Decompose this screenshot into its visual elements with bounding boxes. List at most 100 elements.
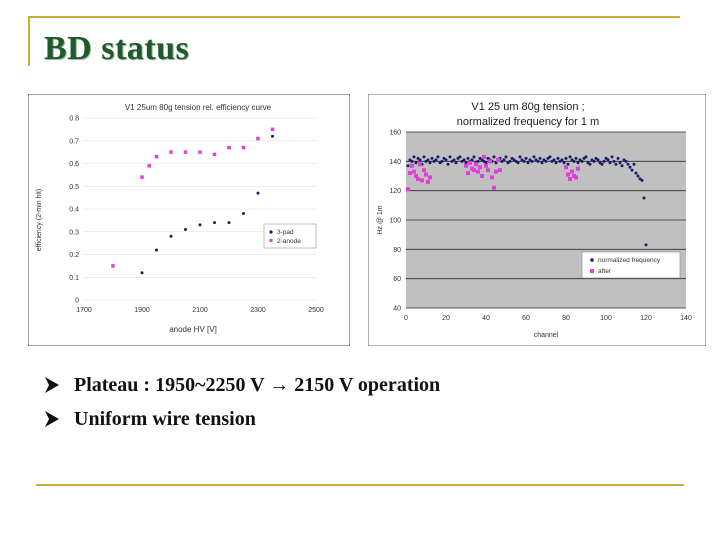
right-point-series2: [570, 169, 574, 174]
tension-chart-svg: V1 25 um 80g tension ; normalized freque…: [367, 93, 707, 347]
right-point-series2: [564, 165, 568, 170]
left-point-series2: [212, 152, 217, 157]
right-point-series1: [476, 159, 480, 163]
tension-y-ticks: 40 60 80 100 120 140 160: [389, 130, 401, 313]
arrow-bullet-icon: [45, 411, 59, 427]
left-y-tick-label: 0.1: [69, 275, 79, 282]
left-y-tick-label: 0.4: [69, 207, 79, 214]
right-point-series2: [422, 168, 426, 173]
bullet-item-plateau: Plateau : 1950~2250 V → 2150 V operation: [44, 368, 440, 402]
right-point-series1: [556, 156, 560, 160]
efficiency-curve-chart: V1 25um 80g tension rel. efficiency curv…: [27, 93, 351, 347]
left-y-tick-label: 0.6: [69, 161, 79, 168]
right-point-series1: [618, 161, 622, 165]
right-point-series2: [498, 168, 502, 173]
left-point-series2: [270, 127, 275, 132]
right-point-series1: [540, 161, 544, 165]
right-point-series1: [554, 161, 558, 165]
right-x-tick-label: 80: [562, 315, 570, 322]
right-x-tick-label: 20: [442, 315, 450, 322]
right-point-series1: [502, 158, 506, 162]
legend-marker-normalized: [590, 258, 594, 262]
right-point-series1: [446, 162, 450, 166]
right-point-series1: [436, 155, 440, 159]
right-point-series2: [416, 176, 420, 181]
efficiency-x-label: anode HV [V]: [169, 325, 217, 334]
right-point-series1: [562, 161, 566, 165]
efficiency-chart-frame: [27, 93, 351, 347]
right-point-series2: [576, 166, 580, 171]
right-point-series2: [464, 163, 468, 168]
right-point-series1: [574, 156, 578, 160]
top-rule: [28, 16, 680, 18]
right-point-series1: [624, 159, 628, 163]
left-y-tick-label: 0.8: [69, 116, 79, 123]
right-point-series1: [584, 155, 588, 159]
right-point-series2: [492, 185, 496, 190]
right-point-series1: [454, 161, 458, 165]
right-x-tick-label: 140: [680, 315, 692, 322]
left-y-tick-label: 0.3: [69, 229, 79, 236]
right-point-series2: [496, 157, 500, 162]
legend-label-2anode: 2-anode: [277, 238, 301, 245]
left-y-tick-label: 0.5: [69, 184, 79, 191]
tension-x-ticks: 0 20 40 60 80 100 120 140: [404, 315, 692, 322]
left-point-series1: [198, 223, 202, 227]
right-point-series1: [524, 156, 528, 160]
right-point-series1: [434, 158, 438, 162]
right-point-series1: [580, 159, 584, 163]
right-x-tick-label: 40: [482, 315, 490, 322]
tension-series: [406, 154, 648, 247]
left-point-series1: [169, 234, 173, 238]
left-point-series1: [271, 134, 274, 138]
left-point-series2: [241, 145, 246, 150]
right-point-series1: [560, 158, 564, 162]
right-point-series1: [464, 161, 468, 165]
right-point-series2: [486, 168, 490, 173]
right-point-series1: [608, 161, 612, 165]
left-point-series2: [154, 154, 159, 159]
right-point-series1: [602, 159, 606, 163]
right-y-tick-label: 40: [393, 306, 401, 313]
right-point-series2: [408, 171, 412, 176]
right-point-series2: [478, 165, 482, 170]
right-point-series1: [616, 156, 620, 160]
left-point-series2: [227, 145, 231, 150]
right-point-series1: [630, 168, 634, 172]
bottom-rule: [36, 484, 684, 486]
right-point-series1: [470, 158, 474, 162]
efficiency-series: [111, 127, 275, 275]
left-point-series1: [242, 212, 245, 216]
right-point-series1: [564, 156, 568, 160]
left-y-tick-label: 0.2: [69, 252, 79, 259]
efficiency-chart-title: V1 25um 80g tension rel. efficiency curv…: [125, 103, 272, 112]
right-point-series2: [406, 187, 410, 192]
right-point-series1: [522, 159, 526, 163]
bullet-item-tension: Uniform wire tension: [44, 402, 440, 436]
right-point-series1: [484, 161, 488, 165]
right-point-series1: [614, 162, 618, 166]
right-point-series1: [418, 158, 422, 162]
right-point-series1: [628, 165, 632, 169]
right-point-series1: [422, 155, 426, 159]
left-point-series2: [111, 264, 115, 268]
right-point-series1: [566, 162, 570, 166]
left-point-series1: [227, 221, 231, 225]
left-point-series1: [140, 271, 144, 275]
right-y-tick-label: 60: [393, 276, 401, 283]
right-point-series1: [428, 161, 432, 165]
bullet-list: Plateau : 1950~2250 V → 2150 V operation…: [44, 368, 440, 436]
right-point-series1: [600, 162, 604, 166]
right-point-series1: [406, 164, 410, 168]
right-point-series1: [626, 162, 630, 166]
legend-marker-after: [590, 269, 594, 273]
left-point-series2: [183, 150, 188, 154]
left-x-tick-label: 1900: [134, 307, 150, 314]
right-point-series1: [518, 155, 522, 159]
right-point-series1: [572, 159, 576, 163]
right-point-series1: [412, 155, 416, 159]
right-point-series1: [440, 159, 444, 163]
right-point-series2: [426, 179, 430, 184]
tension-legend: normalized frequency after: [581, 251, 681, 279]
right-point-series2: [410, 163, 414, 168]
